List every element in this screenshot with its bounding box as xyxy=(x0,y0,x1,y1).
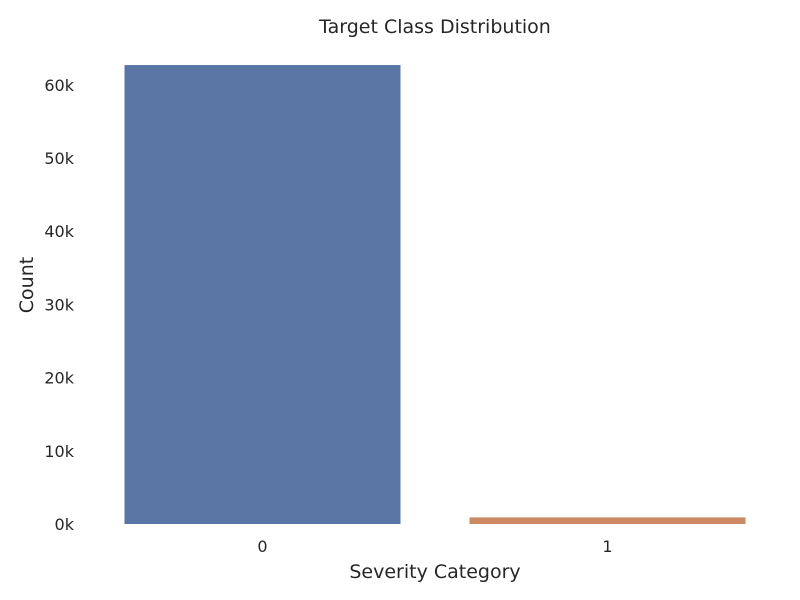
bar-0 xyxy=(124,65,401,524)
bars-group xyxy=(124,65,746,524)
y-tick-label: 50k xyxy=(44,149,74,168)
y-axis-label: Count xyxy=(16,257,38,313)
y-tick-label: 0k xyxy=(55,515,75,534)
y-tick-label: 30k xyxy=(44,295,74,314)
y-tick-label: 60k xyxy=(44,76,74,95)
x-axis-label: Severity Category xyxy=(349,561,520,583)
y-tick-label: 10k xyxy=(44,442,74,461)
x-tick-label: 1 xyxy=(602,537,612,556)
x-tick-label: 0 xyxy=(257,537,267,556)
y-tick-label: 40k xyxy=(44,222,74,241)
chart-title: Target Class Distribution xyxy=(318,16,551,38)
y-axis-ticks: 0k 10k 20k 30k 40k 50k 60k xyxy=(44,76,74,534)
y-tick-label: 20k xyxy=(44,369,74,388)
bar-1 xyxy=(469,517,746,524)
